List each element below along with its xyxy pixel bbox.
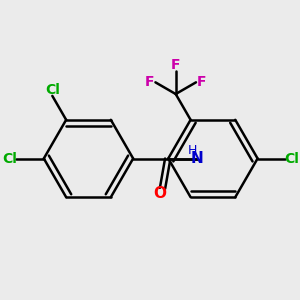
Text: N: N <box>190 151 203 166</box>
Text: H: H <box>188 143 197 157</box>
Text: Cl: Cl <box>45 83 60 97</box>
Text: F: F <box>197 75 207 89</box>
Text: F: F <box>145 75 154 89</box>
Text: Cl: Cl <box>2 152 17 166</box>
Text: Cl: Cl <box>285 152 300 166</box>
Text: O: O <box>153 186 167 201</box>
Text: F: F <box>171 58 181 72</box>
